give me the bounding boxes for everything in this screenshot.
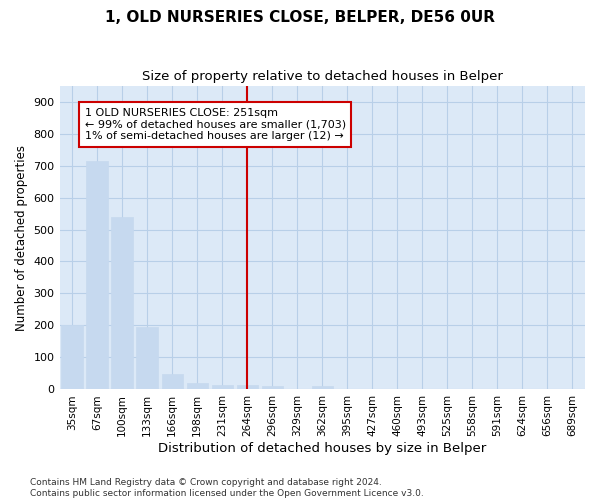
Bar xyxy=(136,327,158,390)
Text: 1 OLD NURSERIES CLOSE: 251sqm
← 99% of detached houses are smaller (1,703)
1% of: 1 OLD NURSERIES CLOSE: 251sqm ← 99% of d… xyxy=(85,108,346,141)
Bar xyxy=(86,160,108,390)
Bar xyxy=(262,386,283,390)
Bar xyxy=(187,383,208,390)
Bar xyxy=(112,216,133,390)
Bar xyxy=(61,326,83,390)
Title: Size of property relative to detached houses in Belper: Size of property relative to detached ho… xyxy=(142,70,503,83)
Text: 1, OLD NURSERIES CLOSE, BELPER, DE56 0UR: 1, OLD NURSERIES CLOSE, BELPER, DE56 0UR xyxy=(105,10,495,25)
Bar xyxy=(161,374,183,390)
Bar xyxy=(311,386,333,390)
Text: Contains HM Land Registry data © Crown copyright and database right 2024.
Contai: Contains HM Land Registry data © Crown c… xyxy=(30,478,424,498)
Bar xyxy=(236,384,258,390)
Bar xyxy=(212,384,233,390)
X-axis label: Distribution of detached houses by size in Belper: Distribution of detached houses by size … xyxy=(158,442,487,455)
Y-axis label: Number of detached properties: Number of detached properties xyxy=(15,144,28,330)
